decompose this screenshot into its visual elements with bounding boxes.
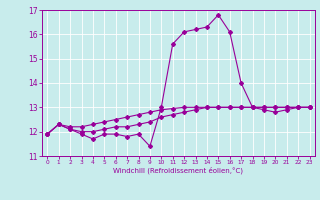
X-axis label: Windchill (Refroidissement éolien,°C): Windchill (Refroidissement éolien,°C) [113,167,244,174]
